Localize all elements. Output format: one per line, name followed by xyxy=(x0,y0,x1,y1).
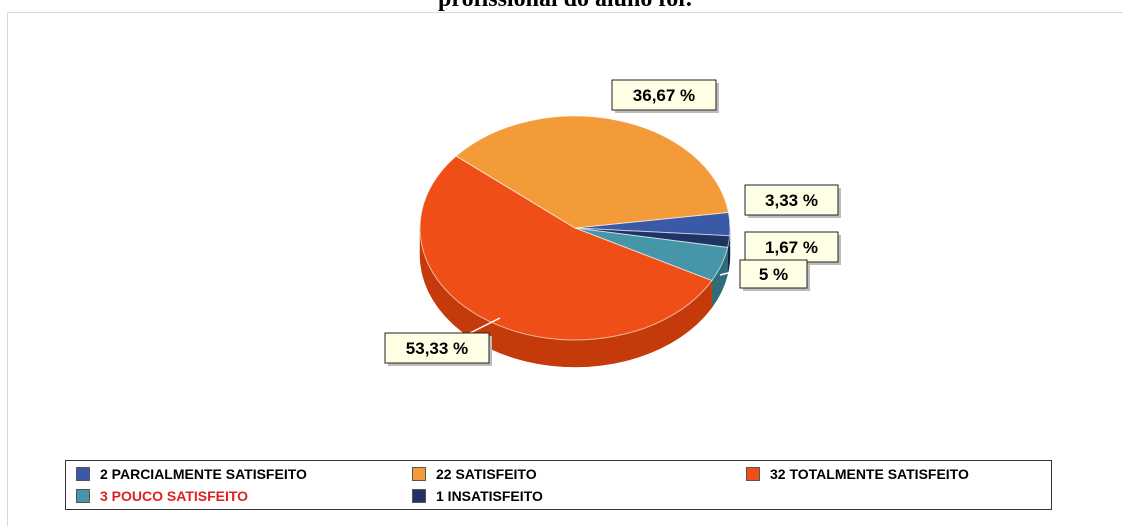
legend-item-0: 2 PARCIALMENTE SATISFEITO xyxy=(76,466,307,482)
legend: 2 PARCIALMENTE SATISFEITO 22 SATISFEITO 32… xyxy=(65,460,1052,510)
legend-item-2: 32 TOTALMENTE SATISFEITO xyxy=(746,466,969,482)
legend-item-1: 22 SATISFEITO xyxy=(412,466,537,482)
legend-label-4: 1 INSATISFEITO xyxy=(436,488,543,504)
legend-label-1: 22 SATISFEITO xyxy=(436,466,537,482)
data-label-text-2: 5 % xyxy=(759,265,788,284)
legend-swatch-0 xyxy=(76,467,90,481)
data-label-2: 5 % xyxy=(739,259,810,291)
data-label-text-3: 53,33 % xyxy=(406,339,468,358)
leader-line-2 xyxy=(719,269,741,276)
leader-lines xyxy=(469,244,746,334)
data-label-text-4: 36,67 % xyxy=(633,86,695,105)
legend-swatch-1 xyxy=(412,467,426,481)
pie-slice-4 xyxy=(455,115,730,229)
data-label-1: 1,67 % xyxy=(744,231,841,265)
leader-line-3 xyxy=(469,317,501,334)
legend-item-4: 1 INSATISFEITO xyxy=(412,488,543,504)
chart-title: profissional do aluno foi: xyxy=(0,0,1131,13)
legend-swatch-3 xyxy=(76,489,90,503)
data-label-text-1: 1,67 % xyxy=(765,238,818,257)
pie-slice-3 xyxy=(419,155,713,341)
legend-swatch-2 xyxy=(746,467,760,481)
data-label-text-0: 3,33 % xyxy=(765,191,818,210)
data-labels: 3,33 % 1,67 % 5 % 53,33 % 36,67 % xyxy=(384,79,841,366)
data-label-4: 36,67 % xyxy=(611,79,719,113)
chart-frame xyxy=(7,12,1123,526)
data-label-0: 3,33 % xyxy=(744,184,841,218)
data-label-3: 53,33 % xyxy=(384,332,492,366)
leader-line-1 xyxy=(729,244,746,256)
legend-item-3: 3 POUCO SATISFEITO xyxy=(76,488,248,504)
legend-swatch-4 xyxy=(412,489,426,503)
legend-label-2: 32 TOTALMENTE SATISFEITO xyxy=(770,466,969,482)
pie-top xyxy=(419,115,731,341)
legend-label-0: 2 PARCIALMENTE SATISFEITO xyxy=(100,466,307,482)
legend-label-3: 3 POUCO SATISFEITO xyxy=(100,488,249,504)
